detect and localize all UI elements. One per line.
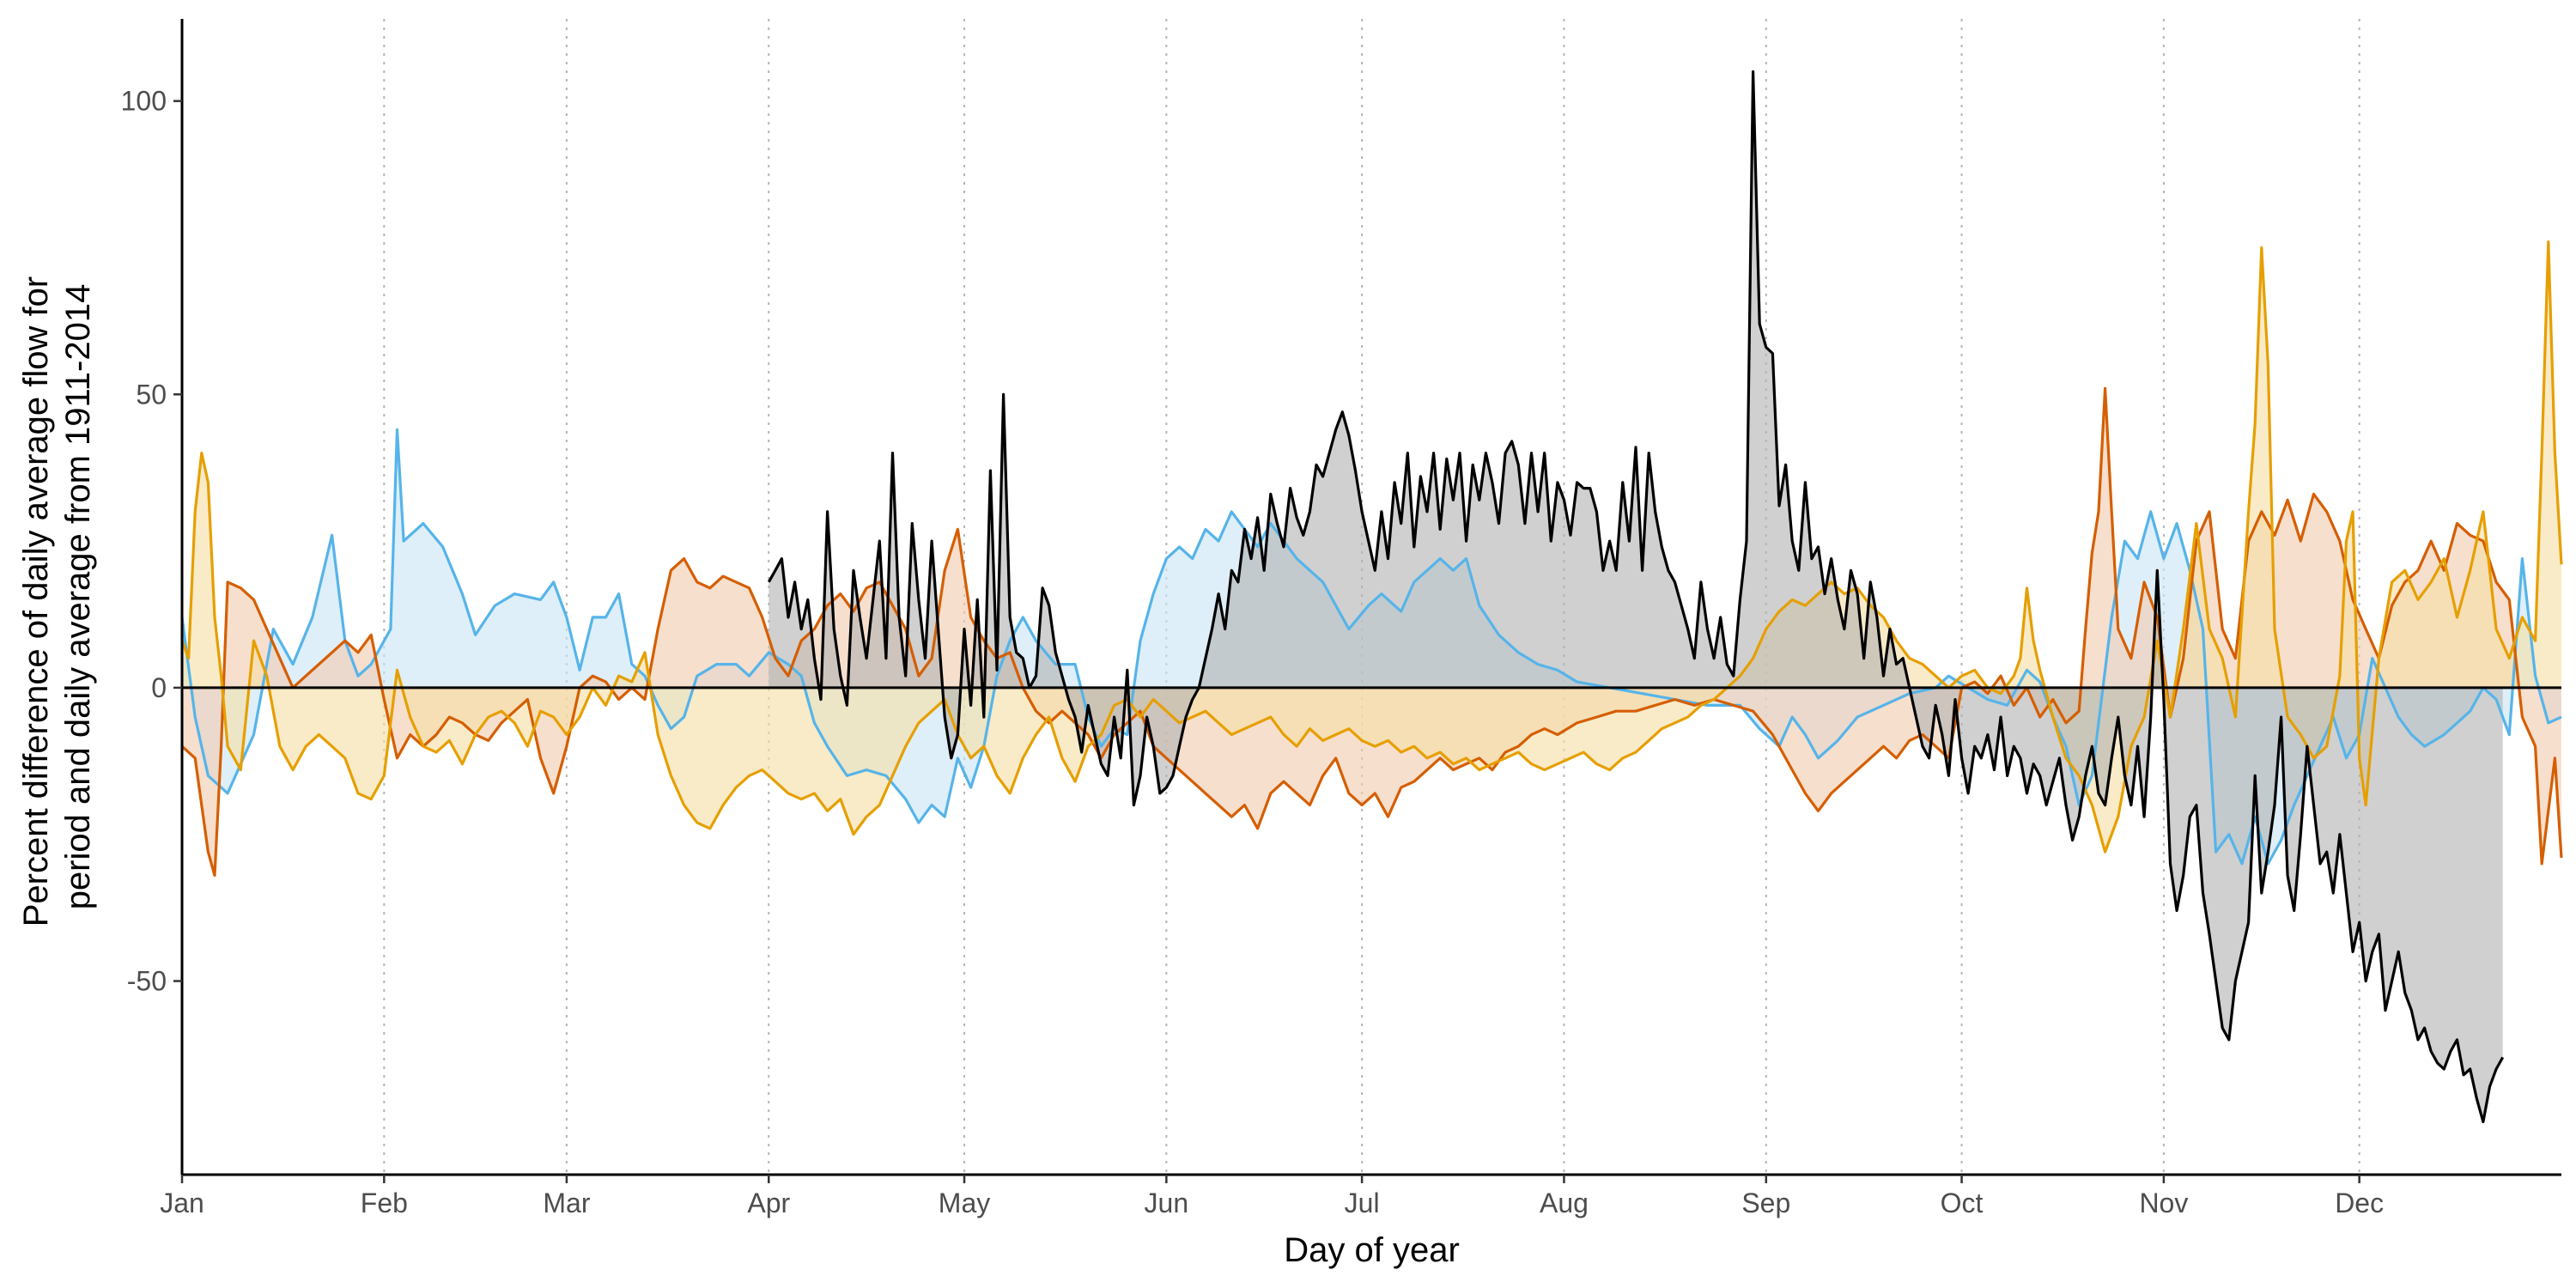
x-tick-label: Aug (1540, 1188, 1589, 1218)
x-tick-label: Mar (543, 1188, 590, 1218)
y-tick-label: 100 (121, 86, 167, 117)
x-tick-label: May (939, 1188, 990, 1218)
x-tick-label: Oct (1941, 1188, 1984, 1218)
y-axis-title-line-1: Percent difference of daily average flow… (17, 276, 55, 927)
y-tick-label: 50 (136, 379, 167, 410)
series-3-fill (182, 241, 2561, 853)
y-tick-label: -50 (127, 966, 167, 997)
series-2-line (180, 386, 2563, 878)
series-4-fill (769, 71, 2503, 1122)
x-tick-label: Nov (2139, 1188, 2188, 1218)
series-4-line (767, 70, 2505, 1124)
series-1-line (180, 428, 2562, 866)
y-axis-title: Percent difference of daily average flow… (17, 267, 97, 927)
x-tick-label: Feb (361, 1188, 408, 1218)
series-3-line (180, 240, 2563, 854)
x-tick-label: Jun (1145, 1188, 1189, 1218)
x-tick-label: Dec (2335, 1188, 2384, 1218)
x-tick-label: Apr (747, 1188, 790, 1218)
y-tick-label: 0 (151, 672, 167, 703)
x-axis-title: Day of year (1284, 1231, 1460, 1269)
series-lines (180, 70, 2563, 1124)
x-axis-ticks: Jan Feb Mar Apr May Jun Jul Aug Sep Oct Nov Dec (160, 1175, 2384, 1218)
x-tick-label: Jul (1345, 1188, 1380, 1218)
y-axis-title-line-2: period and daily average from 1911-2014 (59, 284, 97, 910)
y-axis-ticks: -50 0 50 100 (121, 86, 182, 997)
x-tick-label: Jan (160, 1188, 204, 1218)
x-tick-label: Sep (1741, 1188, 1790, 1218)
